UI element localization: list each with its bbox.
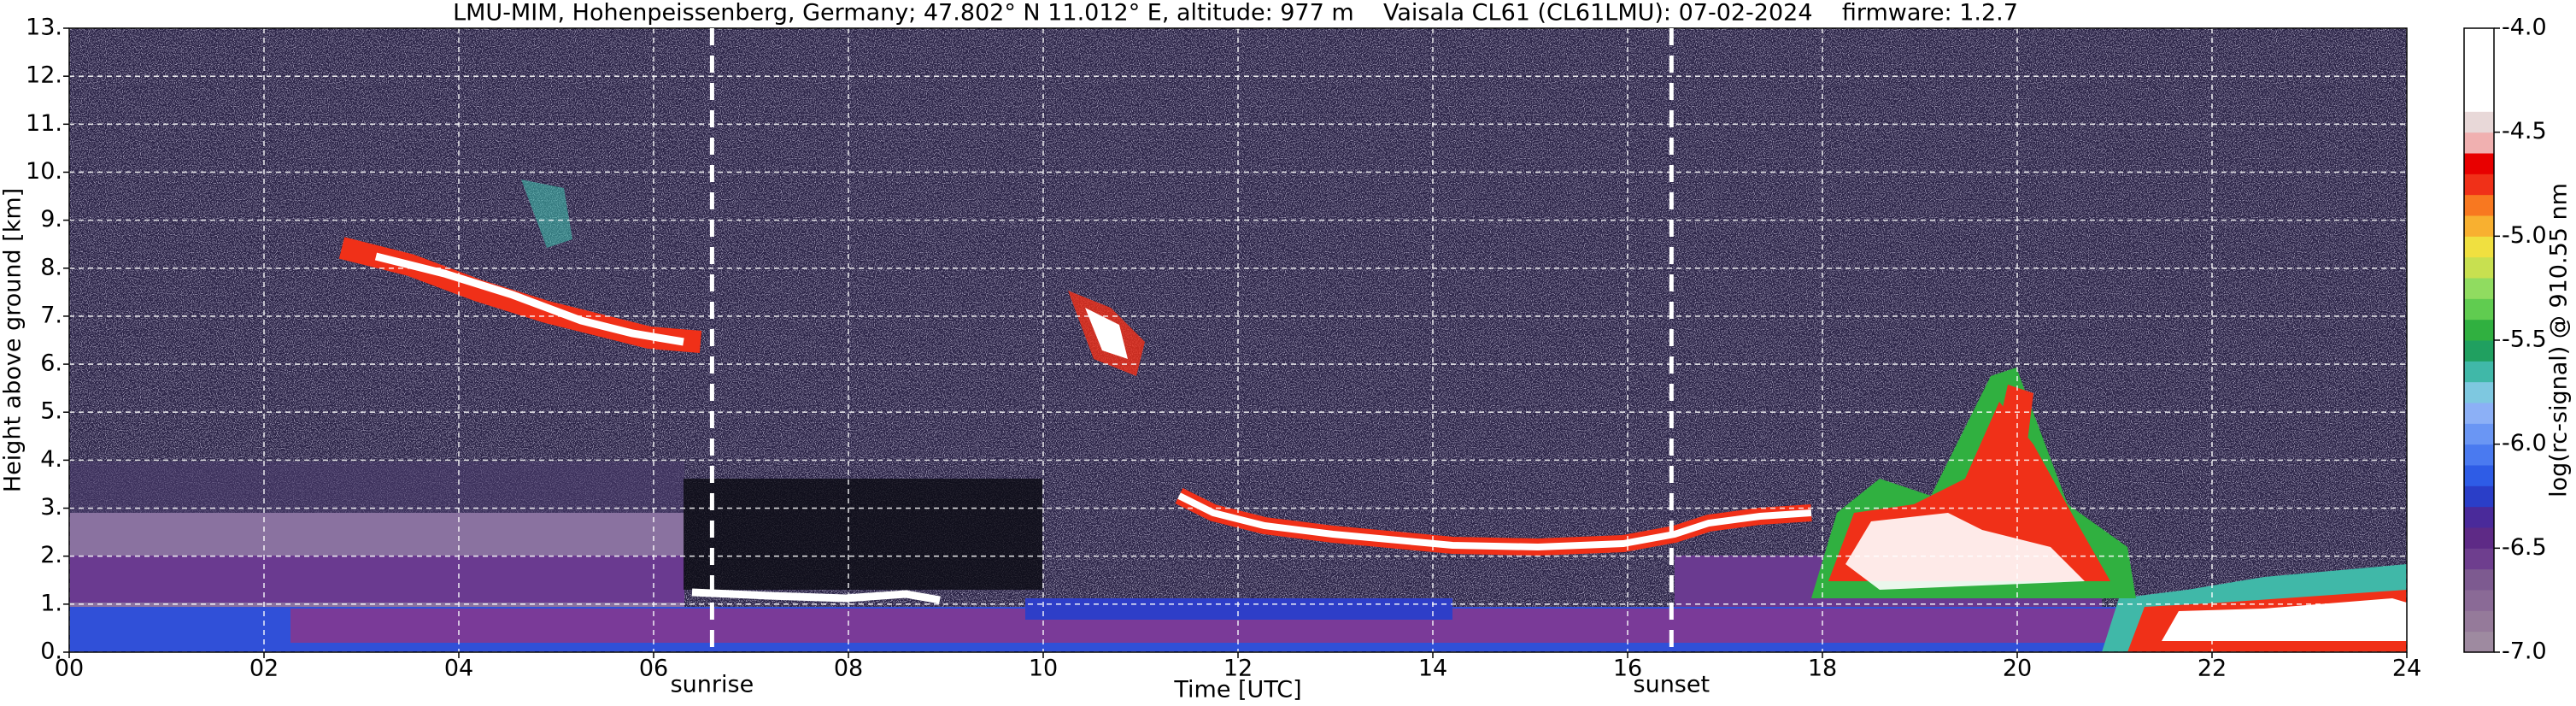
cloud-base — [691, 588, 941, 604]
x-tick-label: 12 — [1223, 656, 1253, 682]
colorbar-tick-label: -4.0 — [2502, 15, 2547, 41]
colorbar-segment — [2464, 361, 2494, 383]
y-tick-label: 2. — [40, 542, 62, 568]
x-axis-label: Time [UTC] — [1173, 677, 1301, 703]
x-tick-label: 02 — [249, 656, 279, 682]
y-tick-label: 5. — [40, 398, 62, 425]
clear-air — [684, 479, 1042, 590]
y-axis-label: Height above ground [km] — [0, 188, 26, 492]
x-tick-label: 22 — [2198, 656, 2227, 682]
colorbar-segment — [2464, 298, 2494, 321]
boundary-layer — [1025, 598, 1452, 620]
colorbar-segment — [2464, 132, 2494, 154]
colorbar-segment — [2464, 236, 2494, 258]
colorbar-segment — [2464, 319, 2494, 341]
colorbar-tick-label: -5.5 — [2502, 327, 2547, 353]
colorbar-segment — [2464, 506, 2494, 528]
colorbar-segment — [2464, 548, 2494, 570]
colorbar-tick-label: -7.0 — [2502, 638, 2547, 665]
y-tick-label: 13. — [26, 15, 62, 41]
x-tick-label: 16 — [1613, 656, 1642, 682]
x-tick-label: 24 — [2392, 656, 2421, 682]
colorbar-segment — [2464, 403, 2494, 424]
y-tick-label: 4. — [40, 446, 62, 473]
colorbar-segment — [2464, 256, 2494, 279]
annotation-label: sunset — [1634, 672, 1710, 698]
colorbar-segment — [2464, 631, 2494, 653]
y-tick-label: 6. — [40, 350, 62, 377]
colorbar-segment — [2464, 610, 2494, 632]
colorbar-tick-label: -4.5 — [2502, 118, 2547, 144]
x-tick-label: 20 — [2003, 656, 2032, 682]
plot-frame — [68, 27, 2408, 653]
aerosol-layer — [69, 462, 684, 513]
colorbar-segment — [2464, 423, 2494, 445]
y-tick-label: 0. — [40, 638, 62, 665]
cloud — [1991, 385, 2033, 462]
colorbar-segment — [2464, 194, 2494, 216]
cirrus — [1085, 308, 1128, 359]
colorbar-segment — [2464, 568, 2494, 591]
aerosol-layer — [69, 556, 684, 603]
low-cloud — [2162, 598, 2407, 641]
y-tick-label: 7. — [40, 302, 62, 328]
colorbar-tick-label: -5.0 — [2502, 222, 2547, 249]
colorbar-segment — [2464, 381, 2494, 403]
colorbar-segment — [2464, 590, 2494, 611]
x-tick-label: 18 — [1808, 656, 1837, 682]
y-tick-label: 9. — [40, 206, 62, 232]
cirrus — [521, 179, 572, 248]
cloud-base — [1177, 492, 1812, 551]
y-tick-label: 8. — [40, 254, 62, 280]
colorbar-segment — [2464, 91, 2494, 112]
y-tick-label: 11. — [26, 110, 62, 137]
colorbar-segment — [2464, 111, 2494, 133]
colorbar-segment — [2464, 49, 2494, 71]
colorbar-label: log(rc-signal) @ 910.55 nm — [2546, 183, 2573, 497]
colorbar-segment — [2464, 527, 2494, 549]
colorbar-segment — [2464, 174, 2494, 196]
cloud — [1845, 513, 2085, 590]
x-tick-label: 04 — [444, 656, 473, 682]
colorbar-segment — [2464, 153, 2494, 174]
colorbar-segment — [2464, 215, 2494, 237]
colorbar-segment — [2464, 340, 2494, 362]
colorbar-segment — [2464, 278, 2494, 299]
chart-title: LMU-MIM, Hohenpeissenberg, Germany; 47.8… — [453, 0, 2018, 26]
y-tick-label: 12. — [26, 62, 62, 89]
colorbar-tick-label: -6.0 — [2502, 430, 2547, 456]
x-tick-label: 14 — [1418, 656, 1447, 682]
colorbar-segment — [2464, 69, 2494, 91]
cirrus — [374, 252, 684, 346]
colorbar-segment — [2464, 444, 2494, 466]
y-tick-label: 3. — [40, 494, 62, 521]
colorbar-segment — [2464, 485, 2494, 508]
x-tick-label: 06 — [639, 656, 668, 682]
y-tick-label: 1. — [40, 590, 62, 616]
colorbar-tick-label: -6.5 — [2502, 534, 2547, 561]
colorbar-segment — [2464, 28, 2494, 50]
x-tick-label: 10 — [1029, 656, 1058, 682]
annotation-label: sunrise — [671, 672, 754, 698]
y-tick-label: 10. — [26, 158, 62, 185]
colorbar-segment — [2464, 465, 2494, 486]
x-tick-label: 08 — [834, 656, 863, 682]
x-tick-label: 00 — [55, 656, 84, 682]
plot-area — [69, 28, 2407, 652]
